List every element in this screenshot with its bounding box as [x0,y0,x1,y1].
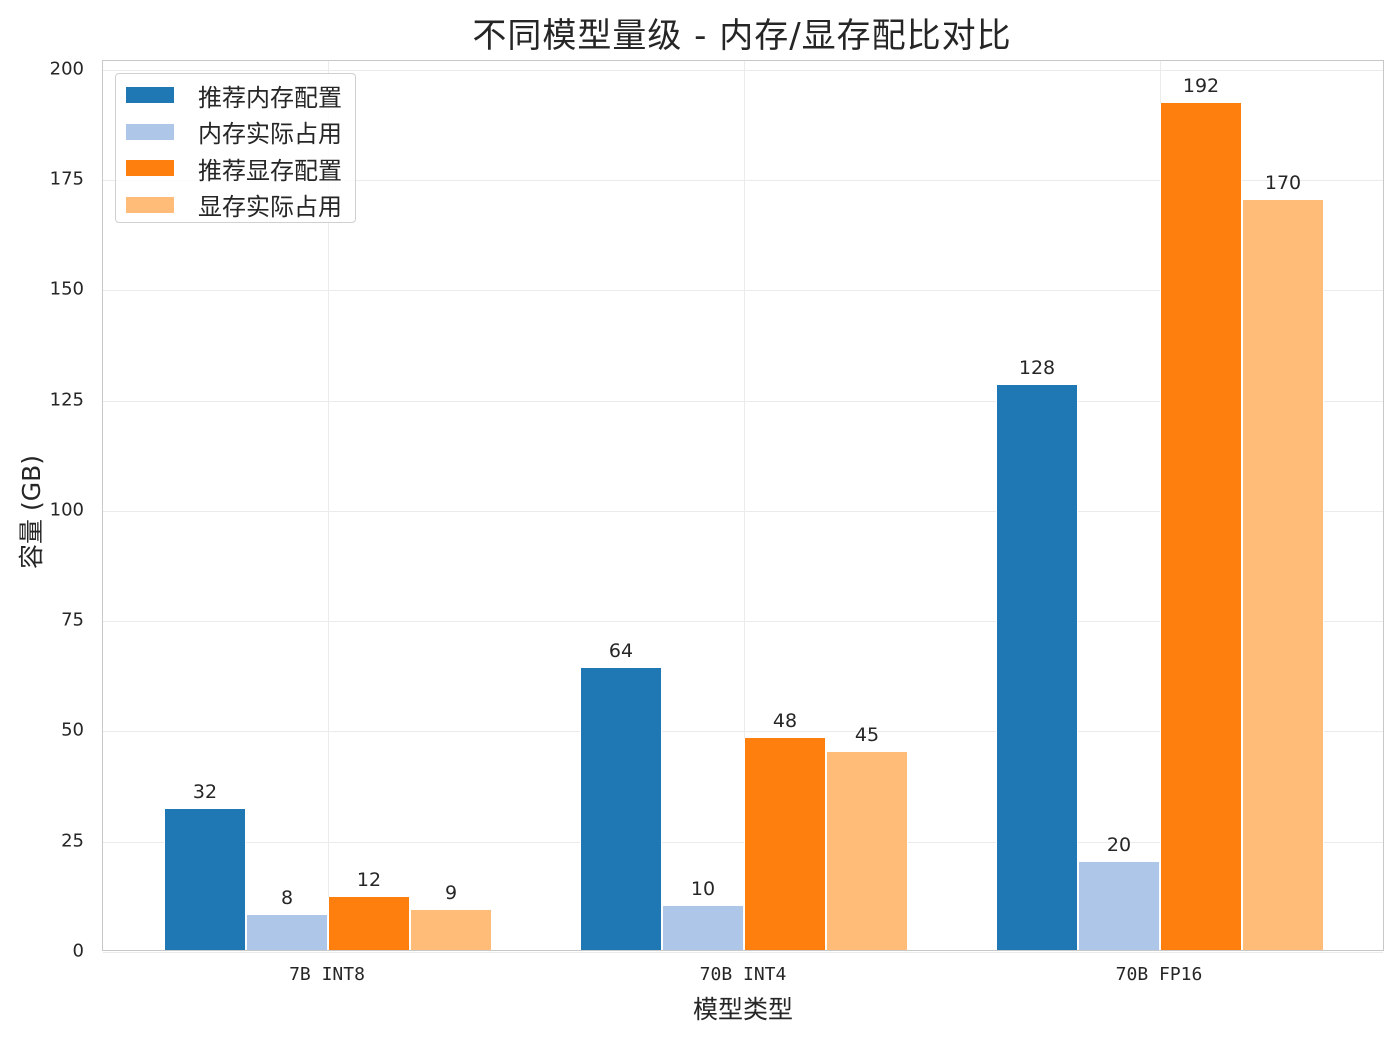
gridline-horizontal [103,510,1383,512]
bar [246,914,328,950]
legend-item: 推荐内存配置 [126,80,342,112]
y-tick-label: 175 [49,168,84,190]
x-axis-label: 模型类型 [692,995,793,1024]
gridline-horizontal [103,621,1383,623]
bar [410,910,492,950]
legend-swatch-icon [126,196,174,213]
bar-value-label: 128 [1018,357,1056,380]
gridline-vertical [744,61,745,950]
gridline-horizontal [103,69,1383,71]
y-tick-label: 0 [72,940,84,962]
bar [996,385,1078,950]
gridline-horizontal [103,952,1383,953]
y-tick-label: 150 [49,278,84,300]
x-tick-label: 7B INT8 [289,964,365,985]
y-tick-label: 200 [49,58,84,80]
bar [164,808,246,950]
bar [1078,861,1160,950]
bar [1242,200,1324,950]
bar-value-label: 20 [1106,833,1132,856]
y-tick-label: 100 [49,499,84,521]
bar [580,667,662,950]
y-axis-label: 容量 (GB) [17,455,46,569]
gridline-horizontal [103,180,1383,182]
gridline-horizontal [103,290,1383,292]
x-tick-label: 70B FP16 [1115,964,1203,985]
bar-value-label: 64 [608,639,634,662]
y-tick-label: 125 [49,389,84,411]
y-tick-label: 25 [61,830,84,852]
bar-value-label: 192 [1182,75,1220,98]
gridline-horizontal [103,400,1383,402]
y-tick-label: 75 [61,609,84,631]
bar-value-label: 45 [854,723,880,746]
legend-label: 内存实际占用 [198,120,342,148]
x-tick-label: 70B INT4 [699,964,787,985]
bar [826,751,908,950]
legend-item: 内存实际占用 [126,117,342,148]
bar-value-label: 9 [444,882,458,905]
bar [744,738,826,950]
gridline-horizontal [103,731,1383,733]
bar-value-label: 170 [1264,172,1302,195]
legend-item: 显存实际占用 [126,190,342,221]
bar-value-label: 12 [356,869,382,892]
bar [328,897,410,950]
bar-value-label: 8 [280,886,294,909]
legend-swatch-icon [126,87,174,103]
y-tick-label: 50 [61,719,84,741]
bar [662,905,744,950]
chart-title: 不同模型量级 - 内存/显存配比对比 [472,16,1012,56]
legend-label: 推荐显存配置 [198,156,342,185]
gridline-vertical [328,61,329,950]
legend: 推荐内存配置 内存实际占用 推荐显存配置 显存实际占用 [115,73,356,223]
legend-swatch-icon [126,160,174,176]
legend-label: 推荐内存配置 [198,83,342,112]
bar-value-label: 48 [772,710,798,733]
gridline-horizontal [103,841,1383,843]
bar [1160,103,1242,950]
legend-swatch-icon [126,123,174,140]
bar-value-label: 32 [192,780,218,803]
legend-label: 显存实际占用 [198,193,342,221]
bar-value-label: 10 [690,877,716,900]
legend-item: 推荐显存配置 [126,153,342,185]
